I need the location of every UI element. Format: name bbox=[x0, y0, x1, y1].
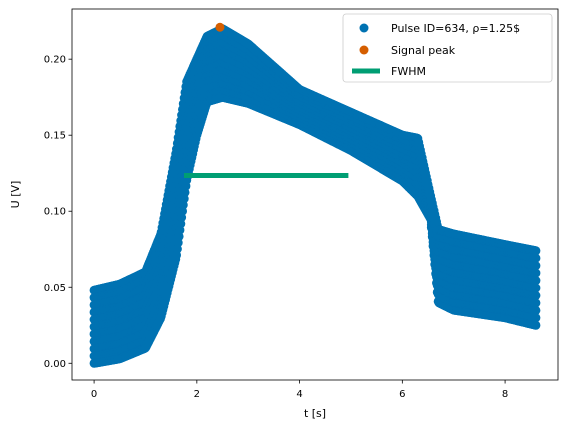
plot-area bbox=[89, 22, 541, 368]
pulse-series bbox=[89, 24, 541, 368]
